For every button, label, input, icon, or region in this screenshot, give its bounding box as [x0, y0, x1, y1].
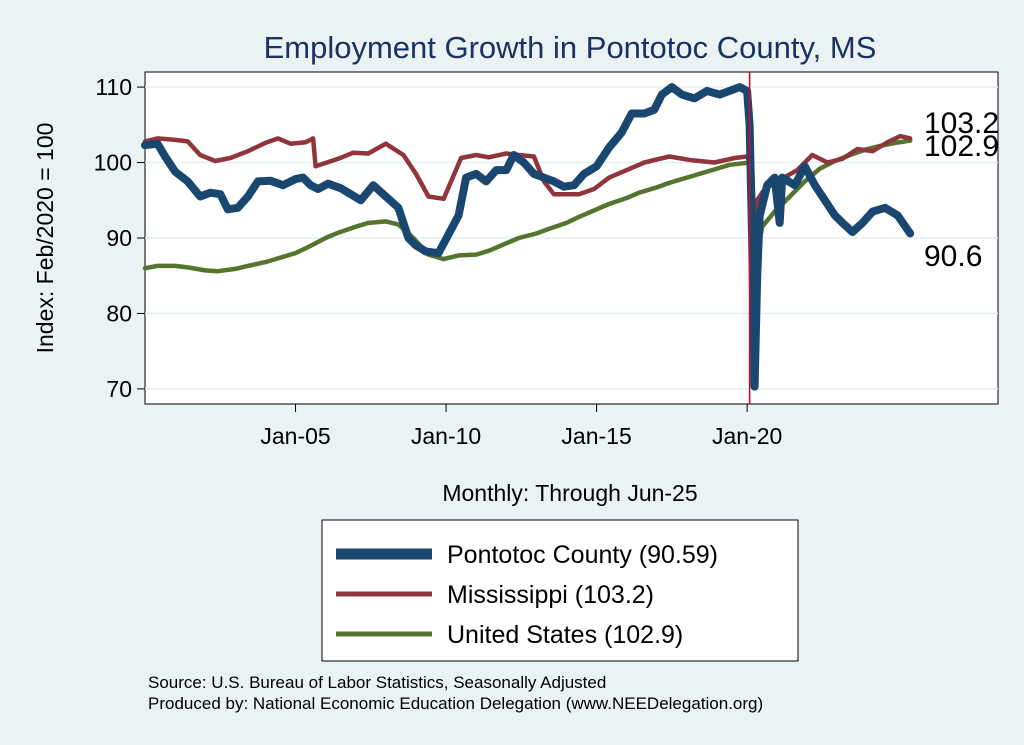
series-end-label: 90.6 [924, 240, 982, 273]
x-axis-label: Monthly: Through Jun-25 [442, 480, 697, 506]
legend-label: United States (102.9) [447, 621, 683, 649]
gridlines [145, 86, 998, 390]
source-line-2: Produced by: National Economic Education… [148, 694, 763, 713]
source-line-1: Source: U.S. Bureau of Labor Statistics,… [148, 673, 606, 692]
y-tick-label: 100 [94, 150, 132, 176]
chart-title: Employment Growth in Pontotoc County, MS [264, 30, 877, 65]
legend-label: Mississippi (103.2) [447, 581, 654, 609]
series-end-label: 102.9 [924, 130, 999, 163]
y-axis: 70 80 90 100 110 [94, 74, 145, 402]
x-tick-label: Jan-05 [260, 423, 330, 449]
y-tick-label: 110 [95, 74, 132, 100]
legend: Pontotoc County (90.59) Mississippi (103.… [321, 519, 799, 662]
y-axis-label: Index: Feb/2020 = 100 [32, 123, 58, 354]
y-tick-label: 80 [106, 300, 132, 326]
legend-label: Pontotoc County (90.59) [447, 541, 718, 569]
y-tick-label: 70 [106, 376, 132, 402]
x-tick-label: Jan-20 [712, 423, 782, 449]
series-end-label: 103.2 [924, 107, 999, 140]
y-tick-label: 90 [106, 225, 132, 251]
series-line [141, 83, 915, 391]
x-axis: Jan-05 Jan-10 Jan-15 Jan-20 [260, 404, 782, 449]
x-tick-label: Jan-10 [411, 423, 481, 449]
legend-box [321, 519, 799, 662]
series-lines [141, 83, 915, 391]
x-tick-label: Jan-15 [561, 423, 631, 449]
